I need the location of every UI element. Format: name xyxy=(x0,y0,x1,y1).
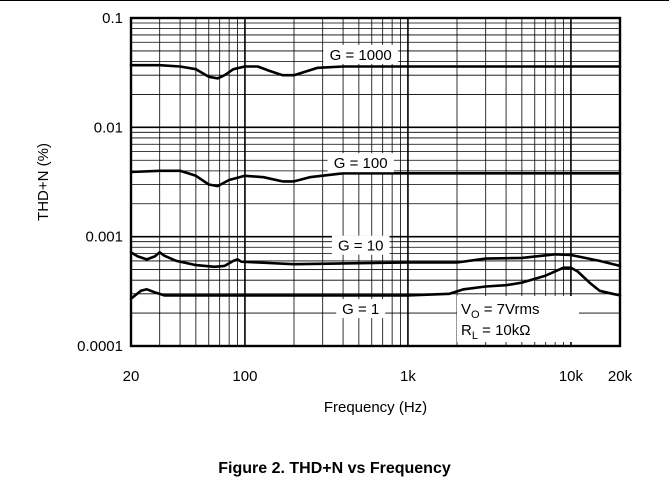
x-tick-label: 20 xyxy=(123,368,140,385)
figure-caption: Figure 2. THD+N vs Frequency xyxy=(218,460,451,477)
conditions-note-bg xyxy=(457,296,579,342)
series-line xyxy=(129,266,622,301)
x-axis-label: Frequency (Hz) xyxy=(324,399,427,416)
vo-condition: VO = 7Vrms xyxy=(461,301,539,321)
y-tick-label: 0.0001 xyxy=(77,338,123,355)
thd-n-chart: 20 100 1k 10k 20k 0.1 0.01 0.001 0.0001 G = 1000… xyxy=(35,10,633,416)
y-axis-label: THD+N (%) xyxy=(35,143,52,221)
top-rule xyxy=(0,0,669,1)
rl-condition: RL = 10kΩ xyxy=(461,322,530,342)
y-tick-label: 0.01 xyxy=(94,119,123,136)
curve-label: G = 100 xyxy=(334,155,388,172)
curve-labels: G = 1000 G = 100 G = 10 G = 1 xyxy=(323,44,399,319)
series-line xyxy=(129,63,622,80)
x-tick-label: 20k xyxy=(608,368,633,385)
plot-frame xyxy=(129,16,622,348)
tick-labels: 20 100 1k 10k 20k 0.1 0.01 0.001 0.0001 xyxy=(77,10,632,385)
x-tick-label: 100 xyxy=(232,368,257,385)
x-tick-label: 10k xyxy=(559,368,584,385)
curve-label: G = 10 xyxy=(338,238,383,255)
x-tick-label: 1k xyxy=(400,368,416,385)
series-line xyxy=(129,251,622,269)
curves xyxy=(129,63,622,301)
curve-label: G = 1000 xyxy=(330,47,392,64)
curve-label-bg xyxy=(331,235,390,255)
y-tick-label: 0.1 xyxy=(102,10,123,27)
curve-label-bg xyxy=(323,44,399,64)
curve-label: G = 1 xyxy=(342,301,379,318)
series-line xyxy=(129,169,622,188)
curve-label-bg xyxy=(336,299,386,319)
y-tick-label: 0.001 xyxy=(85,229,123,246)
curve-label-bg xyxy=(327,153,394,173)
